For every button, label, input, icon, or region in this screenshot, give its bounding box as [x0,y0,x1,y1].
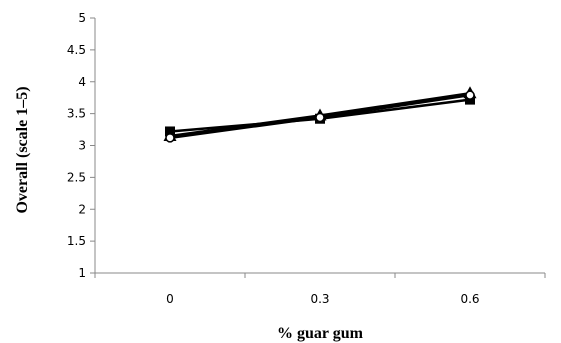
x-tick-label: 0.6 [460,292,479,306]
y-tick-label: 3 [78,139,86,153]
y-tick-label: 2 [78,202,86,216]
x-tick-label: 0.3 [310,292,329,306]
y-tick-label: 2.5 [67,170,86,184]
x-tick-label: 0 [166,292,174,306]
series-layer [163,86,477,143]
data-point-circle [165,133,175,143]
y-tick-label: 3.5 [67,107,86,121]
y-tick-label: 4 [78,75,86,89]
data-point-circle [315,112,325,123]
data-point-circle [465,90,475,100]
x-axis-ticks: 0 0.3 0.6 [94,273,546,306]
y-tick-label: 4.5 [67,43,86,57]
x-axis-title: % guar gum [277,325,364,342]
y-tick-label: 5 [78,11,86,25]
y-axis-title: Overall (scale 1–5) [14,86,31,213]
y-axis-ticks: 1 1.5 2 2.5 3 3.5 4 4.5 5 [67,11,95,280]
y-tick-label: 1 [78,266,86,280]
y-tick-label: 1.5 [67,234,86,248]
